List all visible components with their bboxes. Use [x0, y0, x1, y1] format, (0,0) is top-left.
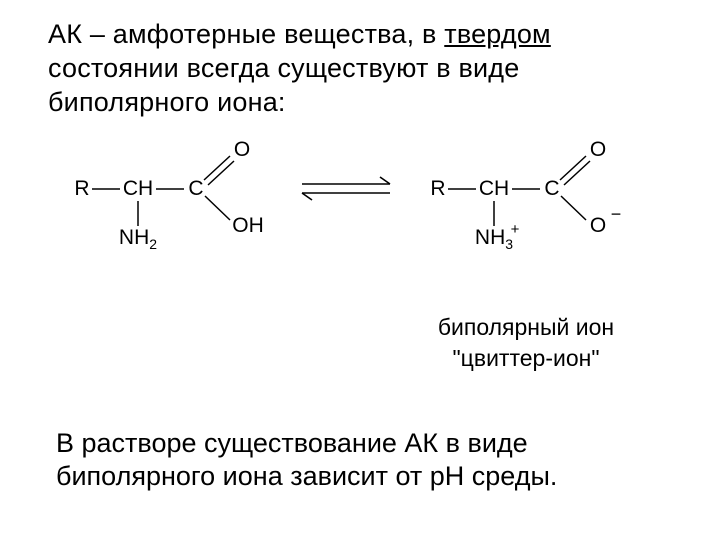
right-R: R: [430, 177, 445, 200]
intro-paragraph: АК – амфотерные вещества, в твердом сост…: [48, 18, 672, 119]
zwitterion-labels: биполярный ион "цвиттер-ион": [396, 312, 656, 374]
label-line2: "цвиттер-ион": [396, 343, 656, 374]
bottom-line2: биполярного иона зависит от рН среды.: [56, 461, 557, 491]
slide: АК – амфотерные вещества, в твердом сост…: [0, 0, 720, 540]
intro-line1-underlined: твердом: [444, 19, 551, 49]
intro-line1-pre: АК – амфотерные вещества, в: [48, 19, 444, 49]
bottom-line1: В растворе существование АК в виде: [56, 428, 528, 458]
right-C: C: [544, 177, 559, 200]
right-NH3-charge: +: [511, 221, 520, 238]
left-NH2: NH2: [119, 226, 157, 252]
left-R: R: [74, 177, 89, 200]
right-NH3: NH3: [475, 226, 513, 252]
left-CH: CH: [123, 177, 153, 200]
left-OH: OH: [232, 214, 264, 237]
equilibrium-arrow: [302, 177, 390, 200]
left-C: C: [188, 177, 203, 200]
left-O-top: O: [234, 140, 250, 161]
label-line1: биполярный ион: [396, 312, 656, 343]
reaction-svg: R CH C NH2 O O: [70, 140, 650, 310]
right-O-top: O: [590, 140, 606, 161]
right-CH: CH: [479, 177, 509, 200]
reaction-scheme: R CH C NH2 O O: [70, 140, 650, 310]
intro-line3: биполярного иона:: [48, 87, 286, 117]
right-O-bottom: O: [590, 214, 606, 237]
right-O-charge: −: [611, 204, 622, 224]
intro-line2: состоянии всегда существуют в виде: [48, 53, 519, 83]
bottom-paragraph: В растворе существование АК в виде бипол…: [56, 427, 672, 495]
